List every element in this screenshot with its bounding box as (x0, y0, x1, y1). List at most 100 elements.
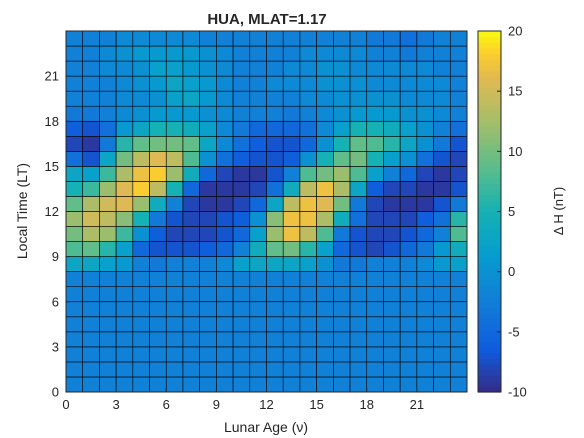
heatmap-cell (65, 120, 84, 137)
heatmap-cell (383, 256, 401, 272)
heatmap-cell (433, 331, 451, 348)
heatmap-cell (383, 60, 401, 77)
heatmap-cell (249, 196, 267, 212)
colorbar-segment (478, 53, 501, 60)
heatmap-cell (416, 45, 434, 62)
heatmap-cell (82, 135, 100, 152)
heatmap-cell (199, 256, 217, 272)
heatmap-cell (216, 256, 234, 272)
heatmap-cell (383, 135, 401, 152)
heatmap-cell (65, 256, 84, 272)
heatmap-cell (149, 331, 167, 348)
colorbar-segment (478, 341, 501, 348)
heatmap-cell (399, 60, 418, 77)
heatmap-cell (65, 211, 84, 227)
heatmap-cell (416, 226, 434, 242)
heatmap-cell (199, 181, 217, 197)
heatmap-cell (132, 120, 150, 137)
heatmap-cell (366, 226, 384, 242)
heatmap-cell (199, 301, 217, 318)
heatmap-cell (399, 151, 418, 167)
heatmap-cell (299, 316, 317, 333)
heatmap-cell (349, 45, 368, 62)
heatmap-cell (132, 376, 150, 393)
heatmap-cell (366, 30, 384, 47)
heatmap-cell (316, 30, 334, 47)
heatmap-cell (216, 60, 234, 77)
heatmap-cell (199, 241, 217, 257)
heatmap-cell (199, 135, 217, 152)
heatmap-cell (366, 196, 384, 212)
heatmap-cell (216, 120, 234, 137)
heatmap-cell (65, 90, 84, 107)
y-tick-label: 18 (45, 114, 59, 129)
heatmap-cell (149, 376, 167, 393)
heatmap-cell (82, 286, 100, 303)
heatmap-cell (199, 196, 217, 212)
heatmap-cell (416, 346, 434, 363)
heatmap-cell (316, 226, 334, 242)
heatmap-cell (316, 181, 334, 197)
heatmap-cell (115, 166, 134, 182)
heatmap-cell (383, 226, 401, 242)
heatmap-cell (333, 271, 351, 288)
colorbar-segment (478, 358, 501, 365)
heatmap-cell (216, 105, 234, 122)
heatmap-cell (299, 181, 317, 197)
heatmap-cell (232, 301, 251, 318)
heatmap-cell (216, 361, 234, 378)
heatmap-cell (399, 241, 418, 257)
heatmap-cell (399, 211, 418, 227)
heatmap-cell (366, 90, 384, 107)
heatmap-cell (433, 376, 451, 393)
heatmap-cell (433, 256, 451, 272)
heatmap-cell (149, 196, 167, 212)
colorbar-segment (478, 149, 501, 156)
heatmap-cell (333, 151, 351, 167)
heatmap-cell (199, 286, 217, 303)
heatmap-cell (266, 181, 284, 197)
heatmap-cell (65, 271, 84, 288)
heatmap-cell (165, 346, 184, 363)
heatmap-cell (349, 120, 368, 137)
colorbar-segment (478, 313, 501, 320)
heatmap-cell (182, 301, 200, 318)
heatmap-cell (199, 45, 217, 62)
heatmap-cell (349, 166, 368, 182)
colorbar-segment (478, 200, 501, 207)
heatmap-cell (165, 181, 184, 197)
colorbar-tick-label: 0 (508, 264, 515, 279)
heatmap-cell (366, 286, 384, 303)
heatmap-cell (383, 376, 401, 393)
heatmap-cell (249, 286, 267, 303)
heatmap-cell (416, 166, 434, 182)
heatmap-cell (333, 316, 351, 333)
heatmap-cell (249, 376, 267, 393)
heatmap-cell (399, 226, 418, 242)
colorbar-segment (478, 262, 501, 269)
heatmap-cell (82, 256, 100, 272)
heatmap-cell (99, 30, 117, 47)
heatmap-cell (99, 346, 117, 363)
heatmap-cell (449, 271, 468, 288)
heatmap-cell (266, 30, 284, 47)
heatmap-cell (449, 90, 468, 107)
heatmap-cell (433, 181, 451, 197)
heatmap-cell (282, 301, 301, 318)
colorbar-segment (478, 104, 501, 111)
colorbar-segment (478, 290, 501, 297)
heatmap-cell (266, 241, 284, 257)
heatmap-cell (333, 346, 351, 363)
heatmap-cell (199, 60, 217, 77)
heatmap-cell (165, 196, 184, 212)
heatmap-cell (199, 346, 217, 363)
colorbar-segment (478, 166, 501, 173)
heatmap-cell (266, 120, 284, 137)
heatmap-cell (65, 361, 84, 378)
heatmap-cell (216, 316, 234, 333)
heatmap-cell (232, 316, 251, 333)
heatmap-cell (216, 211, 234, 227)
heatmap-cell (449, 196, 468, 212)
heatmap-cell (399, 45, 418, 62)
heatmap-cell (266, 135, 284, 152)
